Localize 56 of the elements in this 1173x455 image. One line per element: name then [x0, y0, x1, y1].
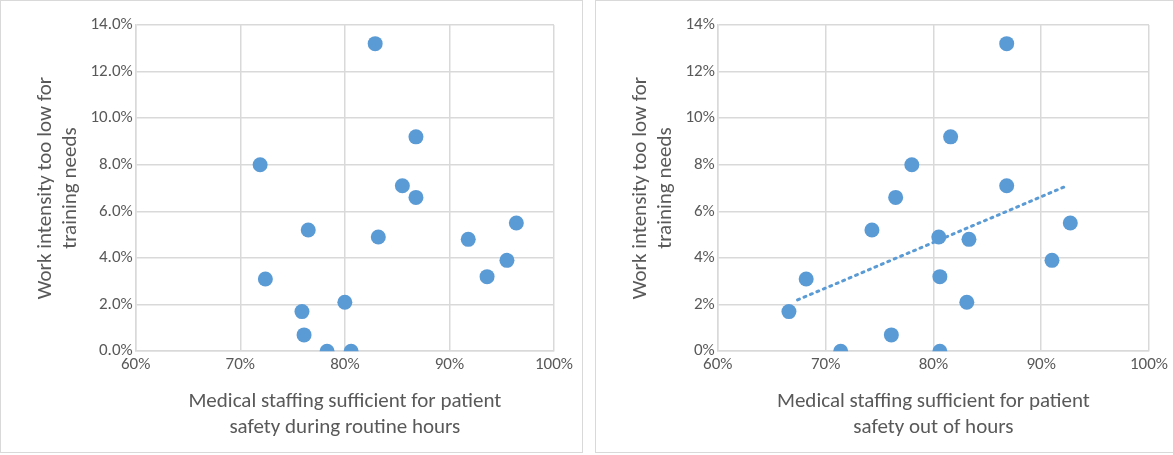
- point: [883, 327, 899, 343]
- x-axis-title: Medical staffing sufficient for patient safety out of hours: [776, 387, 1090, 439]
- y-axis-title: Work intensity too low for training needs: [625, 76, 678, 300]
- x-tick-label: 70%: [810, 352, 841, 374]
- x-tick-label: 90%: [1026, 352, 1056, 374]
- y-tick-label: 6.0%: [99, 199, 133, 221]
- y-tick-label: 10%: [685, 106, 715, 128]
- y-tick-label: 14%: [685, 13, 715, 35]
- point: [864, 222, 880, 238]
- point: [798, 271, 814, 287]
- y-axis-title: Work intensity too low for training needs: [30, 76, 83, 300]
- point: [257, 271, 273, 287]
- point: [932, 269, 948, 285]
- x-tick-label: 80%: [918, 352, 949, 374]
- point: [1062, 215, 1078, 231]
- point: [961, 231, 977, 247]
- point: [370, 229, 386, 245]
- point: [959, 294, 975, 310]
- y-tick-label: 4%: [694, 246, 715, 268]
- point: [294, 304, 310, 320]
- point: [508, 215, 524, 231]
- point: [394, 178, 410, 194]
- y-tick-label: 4.0%: [99, 246, 133, 268]
- y-tick-label: 12.0%: [90, 59, 133, 81]
- point: [408, 189, 424, 205]
- y-tick-label: 2%: [694, 292, 715, 314]
- x-tick-label: 80%: [330, 352, 360, 374]
- x-axis-title: Medical staffing sufficient for patient safety during routine hours: [188, 387, 502, 439]
- y-tick-label: 8.0%: [99, 153, 133, 175]
- point: [408, 129, 424, 145]
- point: [296, 327, 312, 343]
- point: [479, 269, 495, 285]
- point: [888, 189, 904, 205]
- point: [367, 36, 383, 52]
- x-tick-label: 90%: [434, 352, 465, 374]
- y-tick-label: 10.0%: [90, 106, 133, 128]
- y-tick-label: 6%: [694, 199, 715, 221]
- x-tick-label: 100%: [1129, 352, 1169, 374]
- point: [300, 222, 316, 238]
- point: [337, 294, 353, 310]
- point: [460, 231, 476, 247]
- point: [1044, 252, 1060, 268]
- x-tick-label: 100%: [534, 352, 574, 374]
- point: [499, 252, 515, 268]
- y-tick-label: 8%: [694, 153, 715, 175]
- point: [781, 304, 797, 320]
- y-tick-label: 14.0%: [90, 13, 133, 35]
- point: [999, 178, 1015, 194]
- x-tick-label: 70%: [225, 352, 255, 374]
- point: [999, 36, 1015, 52]
- point: [943, 129, 959, 145]
- y-tick-label: 2.0%: [99, 292, 133, 314]
- point: [931, 229, 947, 245]
- point: [252, 157, 268, 173]
- point: [904, 157, 920, 173]
- y-tick-label: 12%: [685, 59, 715, 81]
